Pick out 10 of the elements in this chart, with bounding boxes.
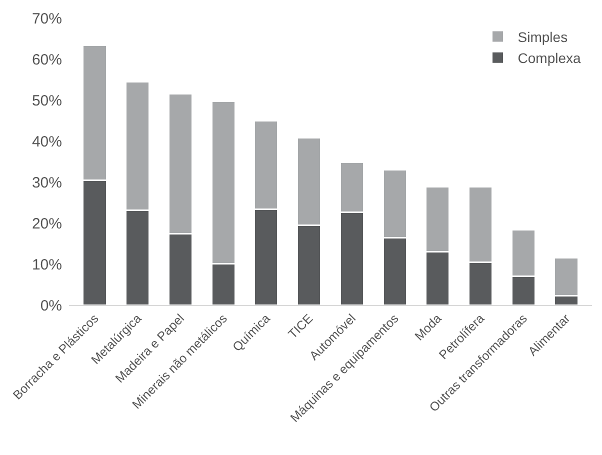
y-tick-label: 10%: [32, 256, 62, 274]
y-tick-label: 0%: [40, 297, 62, 314]
y-tick-label: 60%: [32, 51, 62, 68]
legend-label: Complexa: [518, 50, 582, 66]
y-tick-label: 50%: [32, 92, 62, 110]
y-tick-label: 70%: [32, 10, 62, 28]
legend-label: Simples: [518, 28, 568, 45]
y-tick-label: 20%: [32, 215, 62, 232]
y-tick-label: 30%: [32, 174, 62, 192]
y-tick-label: 40%: [32, 133, 62, 150]
